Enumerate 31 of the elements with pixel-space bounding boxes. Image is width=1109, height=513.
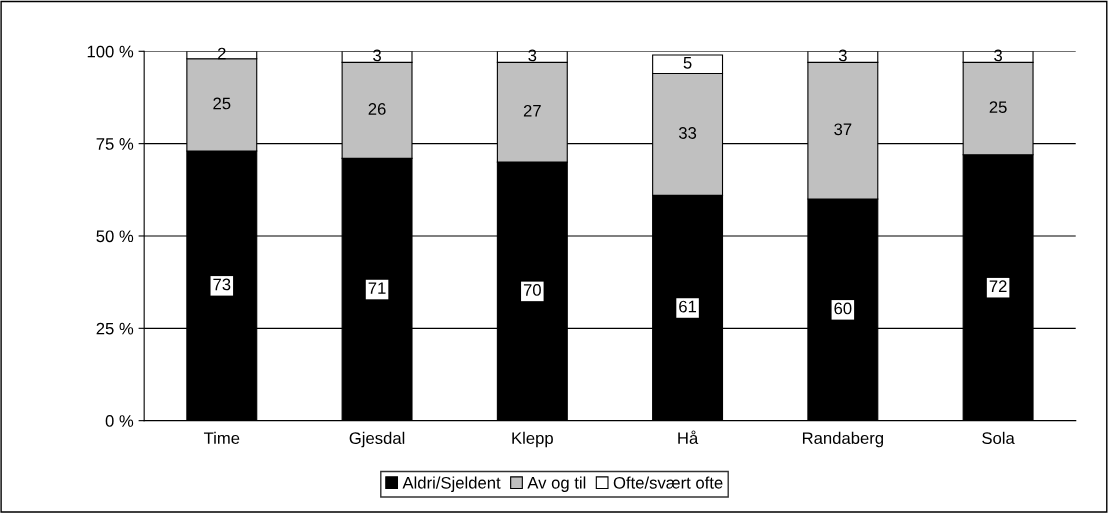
x-tick-label: Sola <box>982 431 1015 445</box>
y-tick-label: 75 % <box>96 138 134 150</box>
x-tick-label: Klepp <box>512 431 553 448</box>
legend-label: Aldri/Sjeldent <box>402 476 501 492</box>
y-tick-label: 0 % <box>105 415 134 427</box>
data-label: 73 <box>213 278 231 291</box>
data-label: 3 <box>528 49 537 62</box>
data-label: 70 <box>523 284 541 296</box>
data-label: 61 <box>679 300 697 313</box>
x-tick-label: Hå <box>678 430 699 445</box>
x-tick-label: Time <box>203 431 240 445</box>
data-label: 25 <box>213 97 231 110</box>
legend-label: Av og til <box>527 476 586 492</box>
data-label: 33 <box>678 127 697 139</box>
data-label: 72 <box>989 280 1007 292</box>
data-label: 60 <box>834 302 852 315</box>
y-tick-label: 100 % <box>87 45 134 58</box>
data-label: 3 <box>994 49 1002 62</box>
data-label: 5 <box>683 57 692 69</box>
data-label: 27 <box>523 104 541 117</box>
data-label: 26 <box>368 103 386 115</box>
y-tick-label: 25 % <box>96 322 134 335</box>
data-label: 25 <box>989 101 1007 114</box>
data-label: 3 <box>373 49 381 62</box>
y-tick-label: 50 % <box>96 230 134 243</box>
x-tick-label: Gjesdal <box>349 431 405 448</box>
data-label: 3 <box>838 49 847 62</box>
legend-label: Ofte/svært ofte <box>613 476 723 489</box>
data-label: 71 <box>368 282 386 294</box>
x-tick-label: Randaberg <box>802 431 884 448</box>
data-label: 37 <box>834 123 852 136</box>
